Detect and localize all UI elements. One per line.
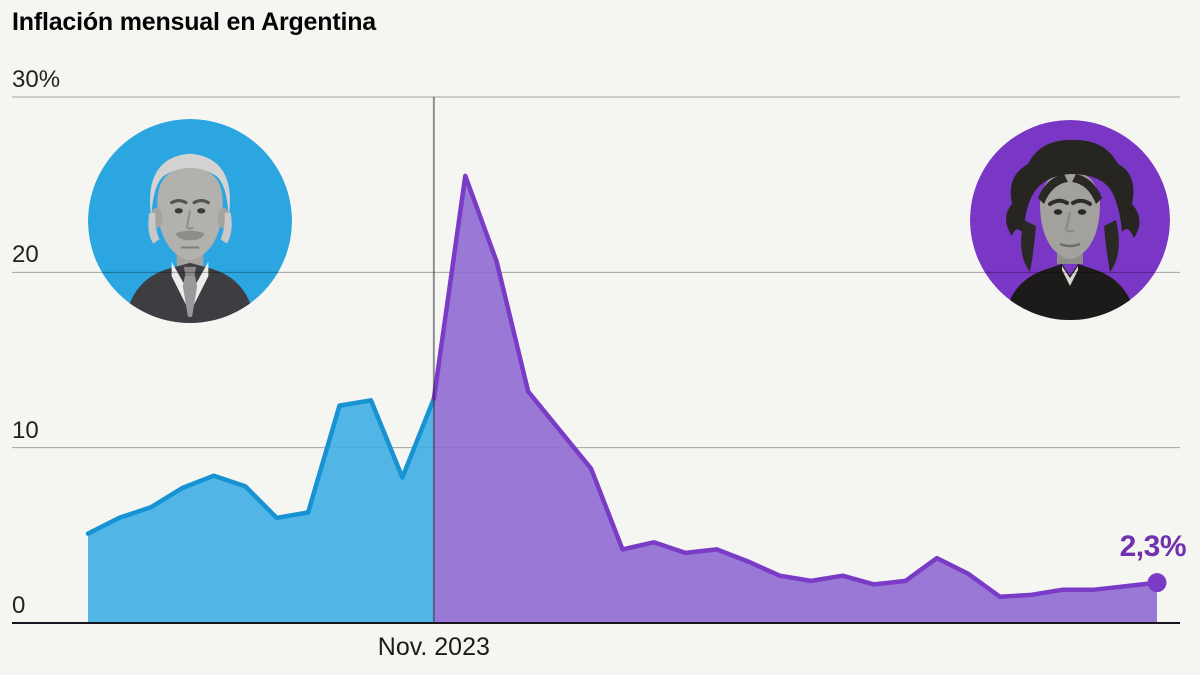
fernandez-line <box>85 396 437 536</box>
last-value-dot <box>1147 573 1167 593</box>
chart-title: Inflación mensual en Argentina <box>12 8 376 36</box>
fernandez-portrait-photo <box>88 119 292 323</box>
milei-line <box>431 173 1160 599</box>
milei-portrait-photo <box>970 120 1170 320</box>
end-value-label: 2,3% <box>1119 530 1187 563</box>
milei-area-fill <box>433 175 1157 623</box>
ytick-30: 30% <box>12 66 61 93</box>
fernandez-area-fill <box>88 398 434 623</box>
ytick-10: 10 <box>12 416 39 444</box>
gridlines <box>12 96 1180 449</box>
ytick-0: 0 <box>12 592 26 619</box>
divider-label: Nov. 2023 <box>377 633 490 661</box>
ytick-20: 20 <box>12 241 39 269</box>
